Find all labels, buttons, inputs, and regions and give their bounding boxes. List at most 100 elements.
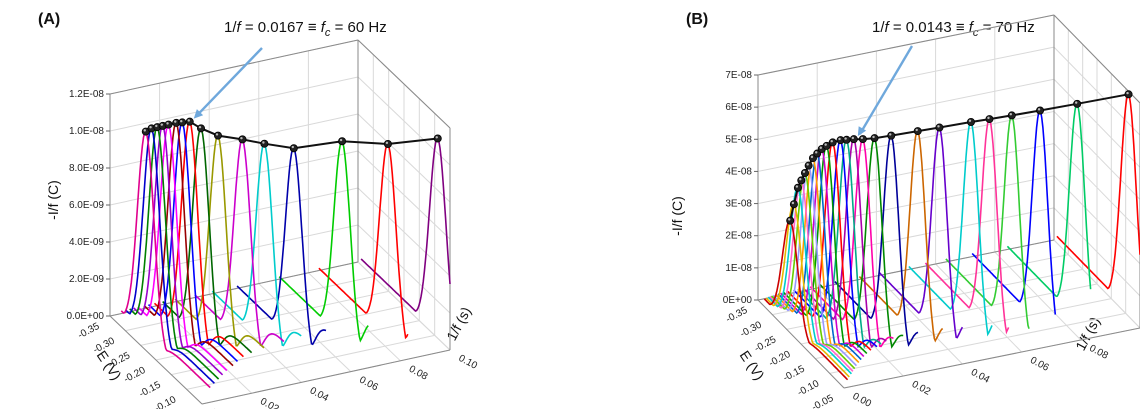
a-peak-marker-highlight: [160, 123, 163, 126]
b-y-tick-label: 0.06: [1028, 355, 1051, 374]
a-series-curve: [278, 139, 369, 343]
panel-b: (B) 1/f = 0.0143 ≡ fc = 70 Hz -I/f (C) E…: [570, 0, 1140, 409]
b-peak-marker-highlight: [968, 119, 972, 122]
b-peak-marker: [800, 168, 809, 177]
b-peak-marker: [870, 134, 879, 143]
a-plot: 0.0E+00 2.0E-09 4.0E-09 6.0E-09 8.0E-09 1.0E-…: [66, 39, 479, 409]
a-y-tick-label: 0.08: [407, 364, 430, 383]
b-z-tick-label: 3E-08: [725, 199, 752, 210]
x-axis-label-b: E (V): [737, 348, 768, 383]
a-annotation-arrowhead: [193, 109, 204, 119]
b-peak-marker: [849, 135, 858, 144]
b-x-tick-label: -0.05: [810, 393, 836, 409]
a-peak-marker-highlight: [155, 124, 158, 128]
b-peak-marker-highlight: [987, 116, 990, 120]
b-peak-marker: [1036, 106, 1045, 115]
chart-a: (A) 1/f = 0.0167 ≡ fc = 60 Hz -I/f (C) E…: [38, 11, 479, 409]
b-peak-marker-highlight: [1126, 91, 1129, 95]
b-peak-marker: [786, 216, 795, 225]
b-series-curve: [1056, 92, 1140, 290]
a-peak-marker: [289, 144, 298, 153]
a-z-tick-label: 6.0E-09: [69, 200, 104, 211]
b-series-curve: [769, 178, 854, 372]
a-peak-marker-highlight: [435, 136, 438, 139]
b-peak-marker-highlight: [795, 185, 799, 188]
b-series-curve: [971, 108, 1057, 315]
b-x-tick-label: -0.20: [767, 349, 793, 370]
b-z-tick-label: 7E-08: [725, 70, 752, 81]
a-peak-marker: [213, 131, 222, 140]
a-series-curve: [147, 120, 239, 362]
b-grid-floor: [815, 298, 1112, 360]
a-peak-marker-highlight: [180, 120, 183, 123]
b-series-curve: [770, 171, 856, 370]
b-peak-marker-highlight: [851, 136, 855, 140]
b-grid-floor: [829, 312, 1126, 374]
b-peak-marker-highlight: [860, 136, 864, 140]
b-peak-marker-highlight: [1037, 108, 1041, 111]
b-series-curve: [809, 137, 894, 348]
a-peak-marker: [185, 117, 194, 126]
b-series-curve: [767, 186, 852, 375]
a-peak-marker-highlight: [143, 129, 146, 132]
b-box-edge: [757, 14, 1055, 76]
b-series-curve: [765, 202, 850, 378]
b-series-curve: [793, 138, 878, 349]
b-peak-marker-highlight: [844, 137, 847, 140]
b-peak-marker: [842, 135, 851, 144]
b-peak-marker-highlight: [830, 140, 833, 143]
a-series-curve: [236, 146, 327, 346]
b-peak-marker: [858, 135, 867, 144]
a-peak-marker-highlight: [149, 126, 152, 129]
b-z-tick-label: 6E-08: [725, 102, 752, 113]
b-x-tick-label: -0.35: [724, 305, 750, 326]
a-grid-floor: [171, 320, 420, 376]
a-peak-marker-highlight: [240, 136, 243, 140]
b-grid-side: [757, 110, 1055, 172]
b-peak-marker-highlight: [819, 146, 822, 149]
b-annotation-arrowhead: [857, 126, 867, 137]
a-grid-side: [109, 224, 359, 280]
b-grid-side: [757, 78, 1055, 140]
a-x-tick-label: -0.35: [76, 321, 102, 342]
a-z-tick-label: 8.0E-09: [69, 163, 104, 174]
b-series-curve: [878, 126, 964, 339]
b-peak-marker-highlight: [1009, 113, 1012, 116]
b-y-tick-label: 0.04: [969, 367, 992, 386]
a-box-edge: [109, 315, 203, 405]
a-peak-marker: [383, 140, 392, 149]
a-series-curve: [129, 126, 220, 380]
a-series-curve: [120, 130, 211, 389]
z-axis-label-a: -I/f (C): [45, 180, 61, 220]
a-series-curve: [174, 134, 265, 349]
b-grid-side: [757, 207, 1055, 269]
a-peak-marker: [164, 120, 173, 129]
b-x-tick-label: -0.15: [781, 363, 807, 384]
a-series-curve: [124, 126, 215, 384]
a-x-tick-label: -0.20: [122, 365, 148, 386]
b-peak-marker: [828, 138, 837, 147]
a-peak-marker-highlight: [339, 138, 343, 142]
b-z-tick-label: 4E-08: [725, 166, 752, 177]
a-x-tick-label: -0.15: [137, 379, 163, 400]
a-y-tick-label: 0.02: [258, 396, 281, 409]
b-x-tick-label: -0.10: [796, 378, 822, 399]
a-peak-marker: [196, 124, 205, 133]
b-peak-marker-highlight: [889, 133, 892, 136]
b-peak-marker-highlight: [1074, 101, 1078, 104]
b-peak-marker-highlight: [791, 201, 795, 205]
b-peak-marker-highlight: [838, 137, 841, 141]
a-grid-side: [109, 76, 359, 132]
b-peak-marker: [935, 123, 944, 132]
a-grid-floor: [140, 290, 389, 346]
b-peak-marker: [887, 131, 896, 140]
b-peak-marker: [1124, 90, 1133, 99]
b-peak-marker-highlight: [937, 125, 940, 128]
a-grid-floor: [186, 334, 435, 390]
b-box-edge: [1053, 14, 1140, 104]
a-series-curve: [318, 142, 409, 340]
b-box-edge: [843, 327, 1140, 389]
a-box-edge: [201, 349, 451, 405]
panel-label-b: (B): [686, 11, 708, 28]
panel-a: (A) 1/f = 0.0167 ≡ fc = 60 Hz -I/f (C) E…: [38, 11, 479, 409]
